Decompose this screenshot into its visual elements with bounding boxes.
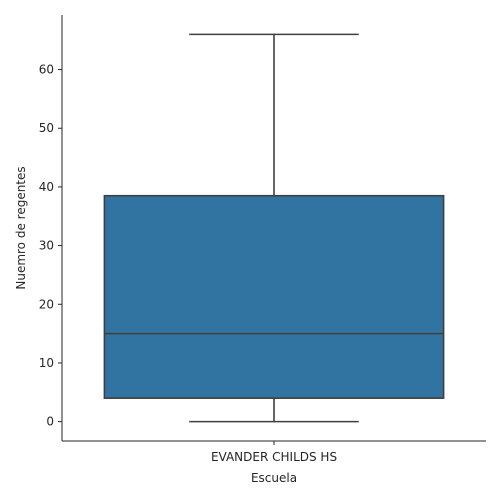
y-tick-label: 50 xyxy=(39,121,54,135)
x-axis-label: Escuela xyxy=(251,471,297,485)
plot-area xyxy=(103,33,445,423)
y-tick-label: 20 xyxy=(39,297,54,311)
iqr-box xyxy=(103,194,445,399)
y-tick-label: 60 xyxy=(39,63,54,77)
y-axis-ticks: 0 10 20 30 40 50 60 xyxy=(39,63,62,429)
y-tick-label: 40 xyxy=(39,180,54,194)
y-axis-label: Nuemro de regentes xyxy=(14,166,28,289)
y-tick-label: 30 xyxy=(39,239,54,253)
x-tick-label: EVANDER CHILDS HS xyxy=(211,450,337,464)
y-tick-label: 10 xyxy=(39,356,54,370)
x-axis-ticks: EVANDER CHILDS HS xyxy=(211,441,337,464)
y-tick-label: 0 xyxy=(46,415,54,429)
